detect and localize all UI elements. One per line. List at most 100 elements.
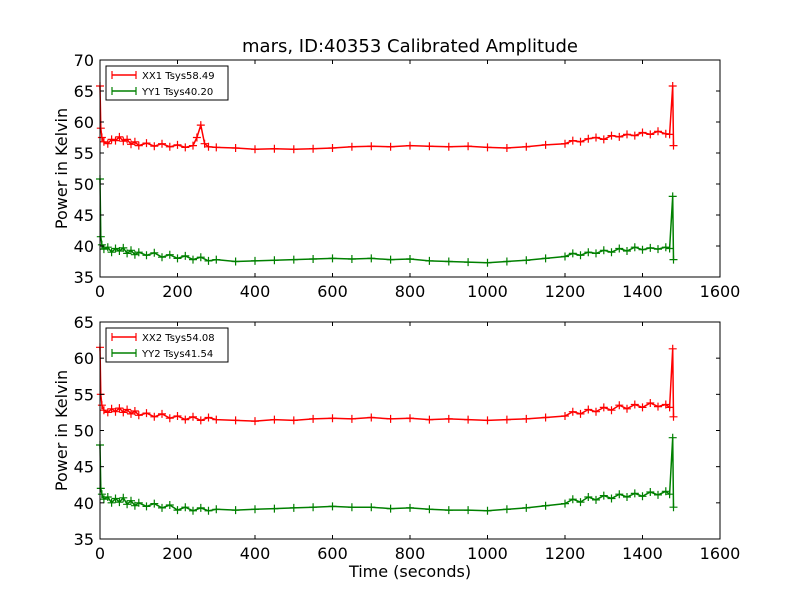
series-2 xyxy=(96,175,678,267)
data-point xyxy=(142,502,151,511)
data-point xyxy=(328,254,337,263)
data-point xyxy=(134,411,143,420)
data-point xyxy=(568,249,577,258)
data-point xyxy=(96,124,105,133)
data-point xyxy=(251,505,259,514)
data-point xyxy=(158,409,166,418)
x-tick-label: 200 xyxy=(162,282,193,301)
series-1 xyxy=(96,82,678,154)
data-point xyxy=(97,401,106,410)
data-point xyxy=(668,433,677,442)
data-point xyxy=(181,251,190,260)
data-point xyxy=(425,142,434,151)
data-point xyxy=(425,415,434,424)
data-point xyxy=(309,255,318,263)
legend-box xyxy=(105,327,229,363)
data-point xyxy=(665,244,674,253)
data-point xyxy=(665,130,674,139)
data-point xyxy=(173,254,182,263)
data-point xyxy=(367,503,376,512)
data-point xyxy=(289,255,298,264)
legend-marker xyxy=(111,349,137,357)
data-point xyxy=(212,143,221,152)
data-point xyxy=(309,144,318,153)
y-tick-label: 65 xyxy=(74,82,94,101)
data-point xyxy=(568,495,577,504)
data-point xyxy=(231,257,240,266)
data-point xyxy=(669,141,678,150)
data-point xyxy=(541,140,550,149)
data-point xyxy=(561,252,569,261)
data-point xyxy=(646,399,655,407)
data-point xyxy=(502,505,511,514)
data-point xyxy=(584,134,593,143)
data-point xyxy=(107,248,116,257)
data-point xyxy=(668,192,677,201)
x-tick-label: 1600 xyxy=(700,544,741,563)
data-point xyxy=(592,407,600,416)
data-point xyxy=(119,137,128,146)
data-point xyxy=(212,415,221,424)
data-point xyxy=(270,256,279,265)
data-point xyxy=(561,499,569,508)
data-point xyxy=(328,502,337,511)
y-tick-label: 40 xyxy=(74,237,94,256)
data-point xyxy=(204,256,213,265)
data-point xyxy=(599,491,608,500)
data-point xyxy=(638,128,647,137)
data-point xyxy=(347,255,356,263)
data-point xyxy=(367,142,376,151)
data-point xyxy=(150,142,159,151)
data-point xyxy=(425,505,434,514)
data-point xyxy=(386,142,395,151)
legend-label: XX1 Tsys58.49 xyxy=(142,71,215,82)
data-point xyxy=(123,500,132,509)
data-point xyxy=(347,142,356,151)
legend: XX2 Tsys54.08 YY2 Tsys41.54 xyxy=(105,327,229,363)
data-point xyxy=(107,135,116,144)
data-point xyxy=(592,249,600,258)
data-point xyxy=(97,490,106,499)
data-point xyxy=(96,484,105,493)
data-point xyxy=(654,402,662,411)
data-point xyxy=(607,494,616,503)
data-point xyxy=(464,258,473,267)
data-point xyxy=(592,495,600,504)
data-point xyxy=(119,493,128,502)
data-point xyxy=(192,133,201,142)
data-point xyxy=(111,494,120,503)
data-point xyxy=(103,408,112,417)
data-point xyxy=(630,489,639,498)
data-point xyxy=(502,144,511,152)
data-point xyxy=(111,407,120,416)
data-point xyxy=(103,493,112,501)
series-1 xyxy=(96,343,678,426)
data-point xyxy=(142,251,151,260)
data-point xyxy=(630,400,639,409)
x-tick-label: 400 xyxy=(240,282,271,301)
data-point xyxy=(165,142,174,151)
y-tick-label: 55 xyxy=(74,385,94,404)
y-tick-label: 35 xyxy=(74,530,94,549)
data-point xyxy=(623,247,631,255)
data-point xyxy=(483,258,492,267)
data-point xyxy=(668,82,677,90)
data-point xyxy=(615,401,624,410)
data-point xyxy=(289,503,298,512)
data-point xyxy=(99,137,108,146)
data-point xyxy=(444,142,453,151)
data-point xyxy=(444,414,453,423)
legend-marker xyxy=(111,71,137,79)
data-point xyxy=(127,496,135,505)
data-point xyxy=(115,498,124,507)
y-tick-label: 45 xyxy=(74,458,94,477)
data-point xyxy=(502,257,511,266)
data-point xyxy=(173,412,182,420)
data-point xyxy=(599,246,608,255)
data-point xyxy=(165,250,174,259)
legend-marker xyxy=(111,333,137,341)
data-point xyxy=(561,139,569,148)
data-point xyxy=(158,253,166,262)
series-line xyxy=(99,437,675,512)
